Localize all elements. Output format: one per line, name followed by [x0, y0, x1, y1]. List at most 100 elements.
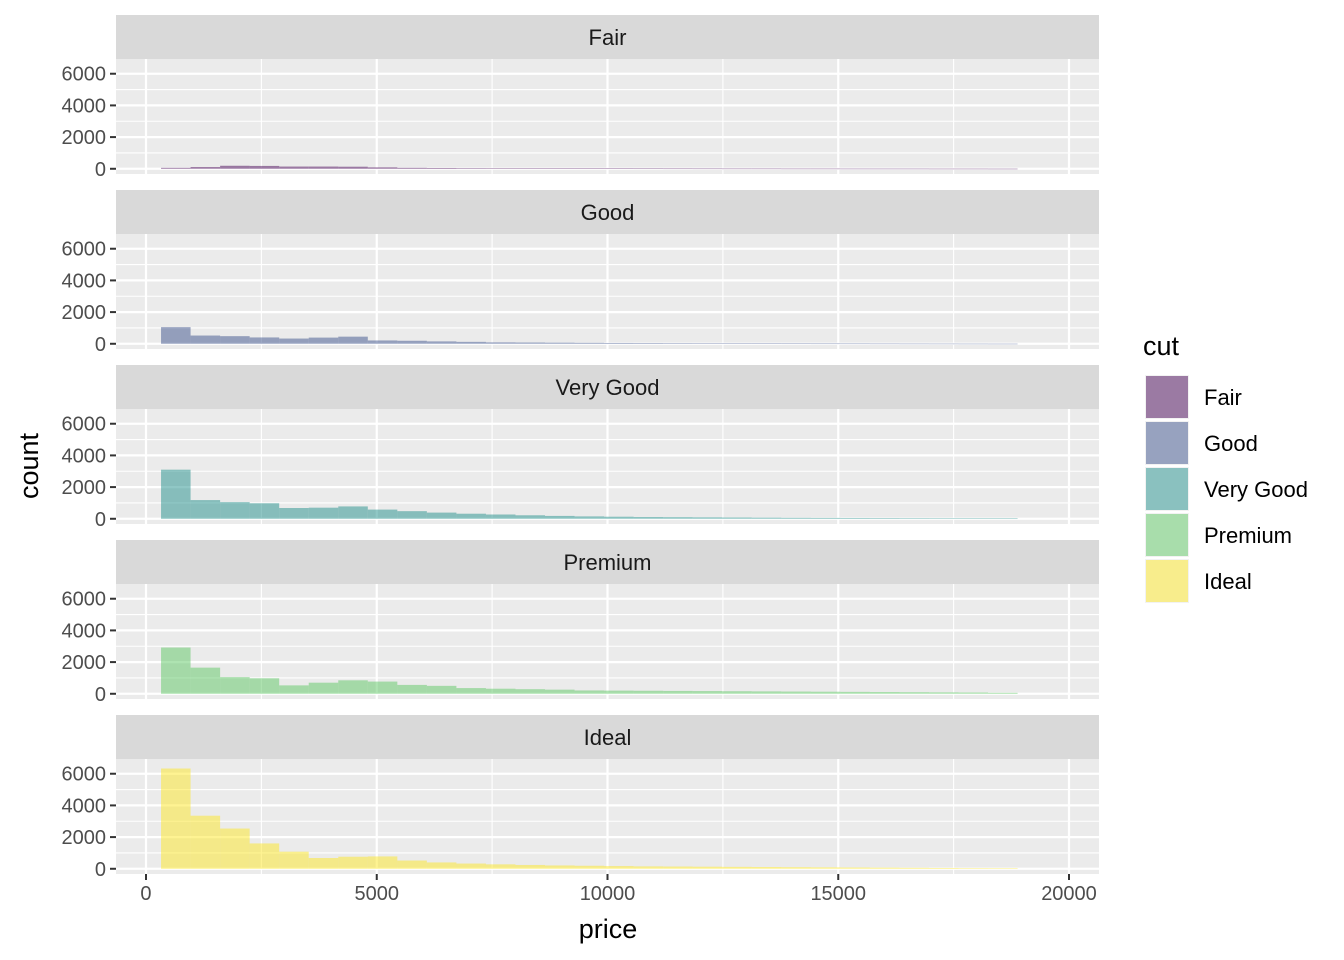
histogram-bar	[338, 680, 368, 694]
histogram-bar	[308, 682, 339, 694]
facet-strip	[116, 15, 1099, 59]
histogram-bar	[988, 518, 1018, 519]
histogram-bar	[515, 168, 546, 169]
histogram-bar	[840, 867, 870, 869]
histogram-bar	[545, 168, 575, 169]
histogram-bar	[604, 866, 634, 869]
histogram-bar	[161, 167, 191, 169]
histogram-bar	[869, 343, 900, 345]
histogram-bar	[308, 507, 339, 519]
legend-items: Fair Good Very Good Premium Ideal	[1145, 375, 1308, 603]
histogram-bar	[545, 342, 575, 344]
histogram-bar	[810, 867, 841, 869]
histogram-bar	[338, 856, 368, 869]
histogram-bar	[279, 338, 309, 344]
histogram-bar	[781, 691, 811, 694]
facet-ideal: Ideal 0 2000 4000 6000	[62, 715, 1099, 881]
histogram-bar	[397, 684, 427, 694]
histogram-bar	[397, 860, 427, 869]
histogram-bar	[367, 509, 398, 519]
legend-item: Premium	[1145, 513, 1292, 557]
histogram-bar	[456, 863, 486, 869]
facet-strip-label: Premium	[563, 550, 651, 575]
histogram-bar	[663, 866, 693, 869]
legend-key	[1146, 376, 1188, 418]
y-tick-label: 6000	[62, 764, 107, 786]
histogram-bar	[367, 856, 398, 869]
y-tick-label: 4000	[62, 795, 107, 817]
legend-key	[1146, 560, 1188, 602]
histogram-bar	[367, 167, 398, 169]
histogram-bar	[367, 681, 398, 694]
facet-strip	[116, 715, 1099, 759]
histogram-bar	[751, 691, 782, 694]
histogram-bar	[633, 343, 664, 344]
x-tick-label: 5000	[354, 883, 399, 905]
y-tick-label: 6000	[62, 589, 107, 611]
y-tick-label: 2000	[62, 477, 107, 499]
histogram-bar	[988, 168, 1018, 170]
y-tick-label: 4000	[62, 445, 107, 467]
histogram-bar	[928, 867, 959, 869]
histogram-bar	[899, 343, 929, 345]
y-tick-label: 6000	[62, 414, 107, 436]
histogram-bar	[456, 341, 486, 344]
histogram-bar	[692, 866, 723, 869]
histogram-bar	[249, 843, 280, 869]
histogram-bar	[456, 688, 486, 694]
histogram-bar	[338, 166, 368, 169]
histogram-bar	[485, 864, 516, 869]
histogram-bar	[633, 866, 664, 869]
histogram-bar	[426, 862, 457, 869]
y-tick-label: 2000	[62, 127, 107, 149]
histogram-bar	[515, 342, 546, 344]
histogram-bar	[751, 168, 782, 170]
histogram-bar	[161, 469, 191, 519]
histogram-bar	[367, 340, 398, 344]
histogram-bar	[988, 868, 1018, 869]
histogram-bar	[397, 511, 427, 519]
histogram-bar	[545, 515, 575, 519]
histogram-bar	[869, 867, 900, 869]
histogram-bar	[751, 343, 782, 344]
histogram-bar	[161, 647, 191, 694]
histogram-bar	[722, 866, 752, 869]
legend: cut Fair Good Very Good Premium Ideal	[1143, 331, 1308, 603]
histogram-bar	[456, 168, 486, 169]
histogram-bar	[220, 677, 250, 694]
histogram-bar	[869, 518, 900, 519]
histogram-bar	[928, 692, 959, 694]
histogram-bar	[722, 691, 752, 694]
histogram-bar	[722, 517, 752, 519]
legend-key	[1146, 468, 1188, 510]
histogram-bar	[722, 168, 752, 170]
x-tick-label: 0	[140, 883, 151, 905]
histogram-bar	[840, 691, 870, 694]
facet-premium: Premium 0 2000 4000 6000	[62, 540, 1099, 706]
facet-strip-label: Ideal	[584, 725, 632, 750]
facet-strip	[116, 190, 1099, 234]
histogram-bar	[574, 168, 605, 169]
legend-key	[1146, 422, 1188, 464]
y-tick-label: 2000	[62, 827, 107, 849]
histogram-bar	[426, 341, 457, 344]
histogram-bar	[397, 167, 427, 169]
facet-good: Good 0 2000 4000 6000	[62, 190, 1099, 356]
histogram-bar	[958, 168, 989, 170]
histogram-bar	[338, 336, 368, 344]
histogram-bar	[692, 517, 723, 519]
histogram-bar	[840, 517, 870, 519]
facet-very-good: Very Good 0 2000 4000 6000	[62, 365, 1099, 531]
histogram-bar	[869, 692, 900, 694]
histogram-bar	[751, 517, 782, 519]
histogram-bar	[308, 858, 339, 869]
x-tick-label: 15000	[810, 883, 866, 905]
y-tick-label: 4000	[62, 95, 107, 117]
y-tick-label: 4000	[62, 270, 107, 292]
histogram-bar	[426, 512, 457, 519]
histogram-bar	[633, 517, 664, 519]
histogram-bar	[958, 518, 989, 519]
histogram-bar	[485, 168, 516, 169]
legend-label: Fair	[1204, 385, 1242, 410]
